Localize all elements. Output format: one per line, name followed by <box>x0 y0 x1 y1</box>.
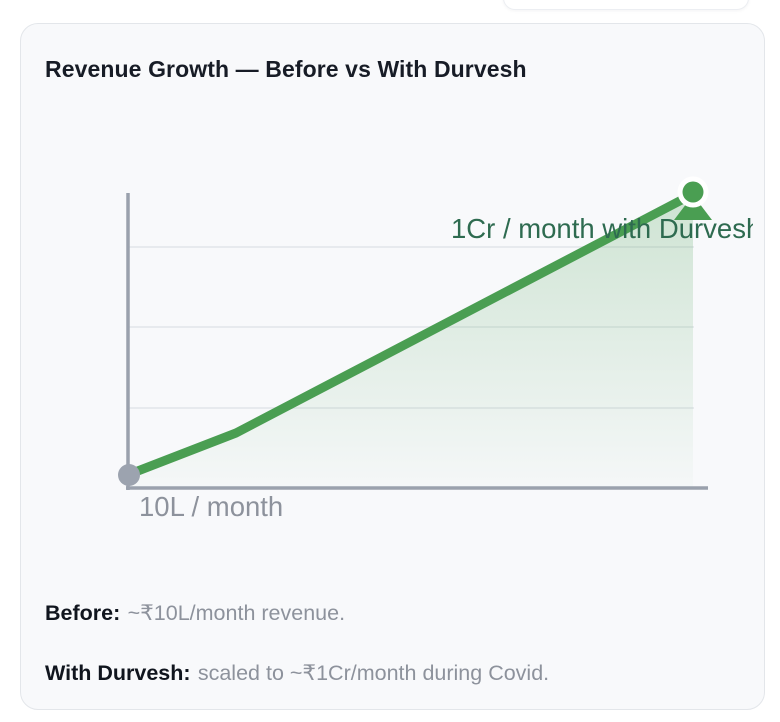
before-note: Before: ~₹10L/month revenue. <box>45 600 345 626</box>
before-note-label: Before: <box>45 601 121 625</box>
with-durvesh-note: With Durvesh: scaled to ~₹1Cr/month durin… <box>45 660 549 686</box>
revenue-growth-card: Revenue Growth — Before vs With Durvesh <box>20 23 765 710</box>
end-point-person-marker <box>674 176 712 220</box>
with-durvesh-note-label: With Durvesh: <box>45 661 191 685</box>
previous-card-fragment <box>503 0 749 10</box>
area-fill <box>130 194 693 488</box>
before-note-text: ~₹10L/month revenue. <box>127 601 346 625</box>
revenue-chart: 1Cr / month with Durvesh 10L / month <box>118 176 753 522</box>
person-head-icon <box>682 181 704 203</box>
card-title: Revenue Growth — Before vs With Durvesh <box>45 56 527 82</box>
revenue-line <box>125 189 698 479</box>
start-value-label: 10L / month <box>139 491 283 522</box>
end-value-label: 1Cr / month with Durvesh <box>451 213 753 244</box>
start-point-dot <box>118 464 140 486</box>
with-durvesh-note-text: scaled to ~₹1Cr/month during Covid. <box>197 661 550 685</box>
